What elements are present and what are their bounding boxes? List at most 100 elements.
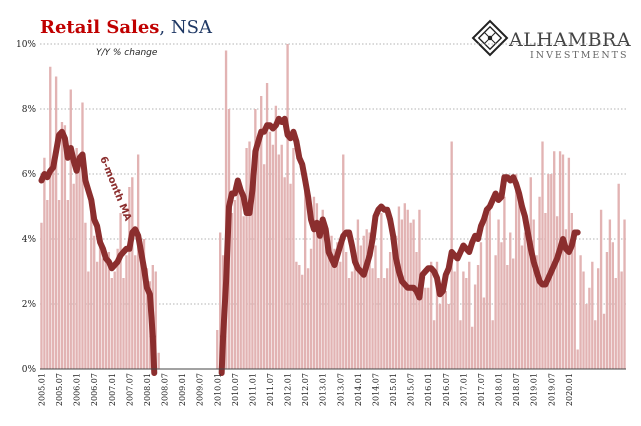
bar — [295, 261, 298, 369]
bar — [309, 248, 313, 369]
x-tick-label: 2020.01 — [565, 373, 574, 406]
bar — [506, 265, 509, 369]
bar — [81, 102, 84, 369]
bar — [585, 304, 588, 369]
bar — [93, 235, 96, 369]
x-tick-label: 2014.01 — [354, 373, 363, 406]
bar — [602, 313, 606, 369]
bar — [368, 232, 371, 369]
bar — [532, 219, 535, 369]
y-tick-label: 0% — [22, 365, 37, 375]
bar — [268, 131, 272, 369]
bar — [512, 258, 515, 369]
bar — [271, 144, 275, 369]
bar — [312, 196, 316, 369]
x-tick-label: 2006.01 — [73, 373, 82, 406]
bar — [142, 239, 146, 369]
x-tick-label: 2010.01 — [213, 373, 222, 406]
bar — [128, 187, 131, 369]
bar — [365, 229, 368, 369]
bar — [573, 239, 576, 369]
bar — [465, 278, 468, 369]
ma-line-rise — [218, 333, 227, 376]
bar — [84, 222, 87, 369]
bar — [245, 148, 248, 369]
bar — [274, 105, 278, 369]
bar — [591, 261, 594, 369]
bar — [254, 109, 257, 369]
y-axis: 0% 2% 4% 6% 8% 10% — [16, 40, 36, 375]
bar — [303, 187, 307, 369]
bar — [494, 255, 497, 369]
bar — [260, 96, 263, 369]
bar — [342, 154, 345, 369]
x-tick-label: 2009.07 — [196, 373, 205, 406]
bar — [95, 261, 99, 369]
bar — [318, 222, 321, 369]
bar — [567, 157, 571, 369]
bar — [350, 271, 354, 369]
bar — [301, 274, 304, 369]
ma-line — [220, 115, 581, 340]
bar — [265, 83, 269, 369]
bar — [134, 255, 137, 369]
bar — [321, 209, 324, 369]
bar — [280, 144, 283, 369]
x-tick-label: 2011.07 — [266, 373, 275, 406]
bar — [503, 196, 506, 369]
bar — [485, 216, 488, 369]
bar — [362, 235, 365, 369]
bar — [315, 203, 319, 369]
bar — [605, 252, 609, 369]
bar — [476, 265, 480, 369]
y-tick-label: 4% — [22, 235, 37, 245]
bar — [535, 255, 538, 369]
bar — [324, 222, 327, 369]
bar — [60, 122, 64, 369]
bar — [75, 148, 78, 369]
bar — [339, 261, 342, 369]
bar — [78, 154, 81, 369]
bar — [596, 268, 600, 369]
bar — [611, 242, 614, 369]
bar — [327, 255, 330, 369]
x-tick-label: 2008.07 — [161, 373, 170, 406]
bar — [107, 252, 111, 369]
bar — [359, 245, 363, 369]
x-tick-label: 2019.07 — [547, 373, 556, 406]
bar — [388, 252, 392, 369]
bar — [219, 232, 222, 369]
bar — [473, 284, 477, 369]
x-tick-label: 2016.01 — [424, 373, 433, 406]
bar — [154, 271, 157, 369]
bar — [57, 200, 61, 369]
bar — [113, 271, 116, 369]
logo-subtitle: INVESTMENTS — [530, 50, 629, 61]
bar — [541, 141, 544, 369]
x-tick-label: 2007.07 — [125, 373, 134, 406]
bar — [409, 222, 412, 369]
bar — [330, 235, 333, 369]
x-tick-label: 2014.07 — [372, 373, 381, 406]
bar — [90, 200, 93, 369]
x-tick-label: 2011.01 — [248, 373, 257, 406]
y-tick-label: 10% — [16, 40, 36, 50]
bar — [336, 242, 339, 369]
bar — [131, 177, 134, 369]
bar — [456, 261, 459, 369]
bar — [453, 271, 456, 369]
bar — [40, 222, 43, 369]
bar — [69, 89, 72, 369]
x-tick-label: 2013.07 — [336, 373, 345, 406]
x-tick-label: 2018.07 — [512, 373, 521, 406]
chart-title: Retail Sales, NSA — [40, 17, 213, 38]
bar — [101, 258, 105, 369]
x-tick-label: 2007.01 — [108, 373, 117, 406]
bar — [497, 219, 500, 369]
bar — [588, 287, 591, 369]
bar — [558, 151, 562, 369]
bar — [251, 200, 254, 369]
bar — [54, 76, 58, 369]
bar — [262, 164, 266, 369]
bar — [374, 245, 377, 369]
